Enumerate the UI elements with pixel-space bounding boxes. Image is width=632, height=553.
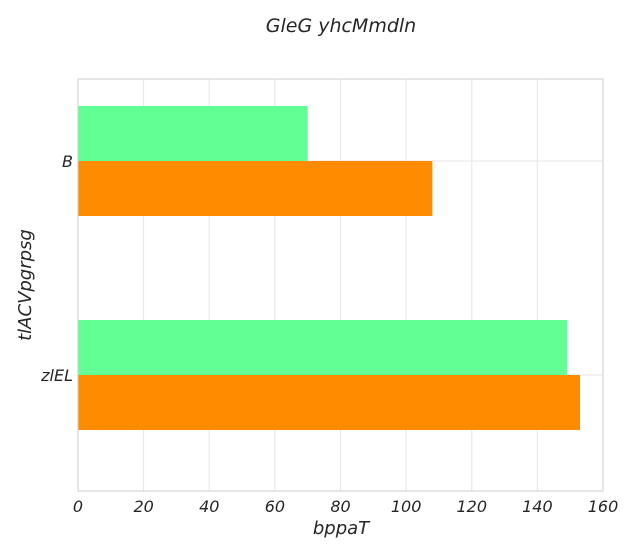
x-tick-label: 0: [73, 497, 83, 516]
bar: [78, 320, 567, 375]
x-tick-label: 20: [133, 497, 153, 516]
y-axis-label: tlACVpgrpsg: [15, 229, 36, 341]
bar: [78, 375, 580, 430]
x-tick-label: 140: [522, 497, 553, 516]
x-tick-label: 120: [456, 497, 487, 516]
x-axis-label: bppaT: [313, 518, 371, 539]
chart-title: GleG yhcMmdln: [266, 15, 416, 37]
x-tick-label: 100: [391, 497, 422, 516]
bar: [78, 161, 432, 216]
x-tick-labels: 0 20 40 60 80 100 120 140 160: [73, 497, 618, 516]
x-tick-label: 40: [199, 497, 219, 516]
bar: [78, 106, 308, 161]
x-tick-label: 80: [330, 497, 350, 516]
y-tick-label: B: [62, 152, 73, 171]
x-tick-label: 60: [265, 497, 285, 516]
x-tick-label: 160: [588, 497, 619, 516]
y-tick-label: zlEL: [40, 366, 73, 385]
